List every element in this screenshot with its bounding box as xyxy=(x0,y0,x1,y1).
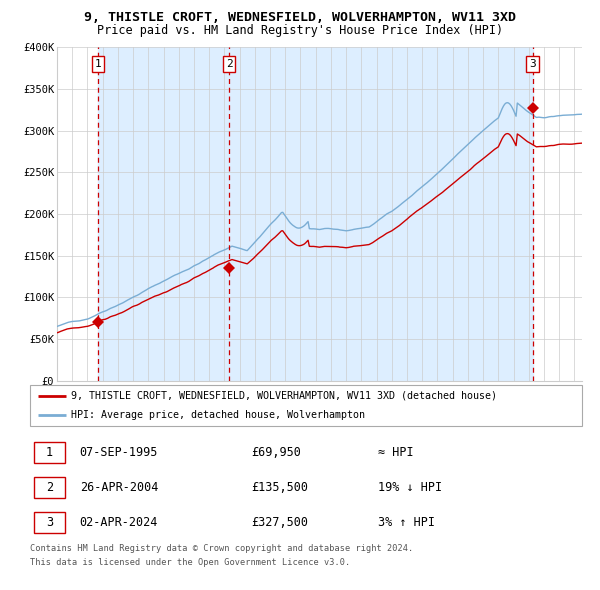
Text: 02-APR-2024: 02-APR-2024 xyxy=(80,516,158,529)
Text: 26-APR-2004: 26-APR-2004 xyxy=(80,481,158,494)
Text: 1: 1 xyxy=(94,59,101,69)
Text: £327,500: £327,500 xyxy=(251,516,308,529)
Text: Contains HM Land Registry data © Crown copyright and database right 2024.: Contains HM Land Registry data © Crown c… xyxy=(30,544,413,553)
Text: This data is licensed under the Open Government Licence v3.0.: This data is licensed under the Open Gov… xyxy=(30,558,350,566)
Text: 1: 1 xyxy=(46,446,53,459)
Text: ≈ HPI: ≈ HPI xyxy=(378,446,413,459)
Text: £69,950: £69,950 xyxy=(251,446,301,459)
Text: 3% ↑ HPI: 3% ↑ HPI xyxy=(378,516,435,529)
Bar xyxy=(34,512,65,533)
Text: 19% ↓ HPI: 19% ↓ HPI xyxy=(378,481,442,494)
Text: Price paid vs. HM Land Registry's House Price Index (HPI): Price paid vs. HM Land Registry's House … xyxy=(97,24,503,37)
Text: 2: 2 xyxy=(226,59,233,69)
Text: 3: 3 xyxy=(529,59,536,69)
Text: 9, THISTLE CROFT, WEDNESFIELD, WOLVERHAMPTON, WV11 3XD (detached house): 9, THISTLE CROFT, WEDNESFIELD, WOLVERHAM… xyxy=(71,391,497,401)
Bar xyxy=(98,47,533,381)
Bar xyxy=(34,442,65,463)
Text: £135,500: £135,500 xyxy=(251,481,308,494)
Text: 3: 3 xyxy=(46,516,53,529)
Text: 07-SEP-1995: 07-SEP-1995 xyxy=(80,446,158,459)
Text: 2: 2 xyxy=(46,481,53,494)
Bar xyxy=(34,477,65,498)
Text: HPI: Average price, detached house, Wolverhampton: HPI: Average price, detached house, Wolv… xyxy=(71,410,365,420)
Text: 9, THISTLE CROFT, WEDNESFIELD, WOLVERHAMPTON, WV11 3XD: 9, THISTLE CROFT, WEDNESFIELD, WOLVERHAM… xyxy=(84,11,516,24)
